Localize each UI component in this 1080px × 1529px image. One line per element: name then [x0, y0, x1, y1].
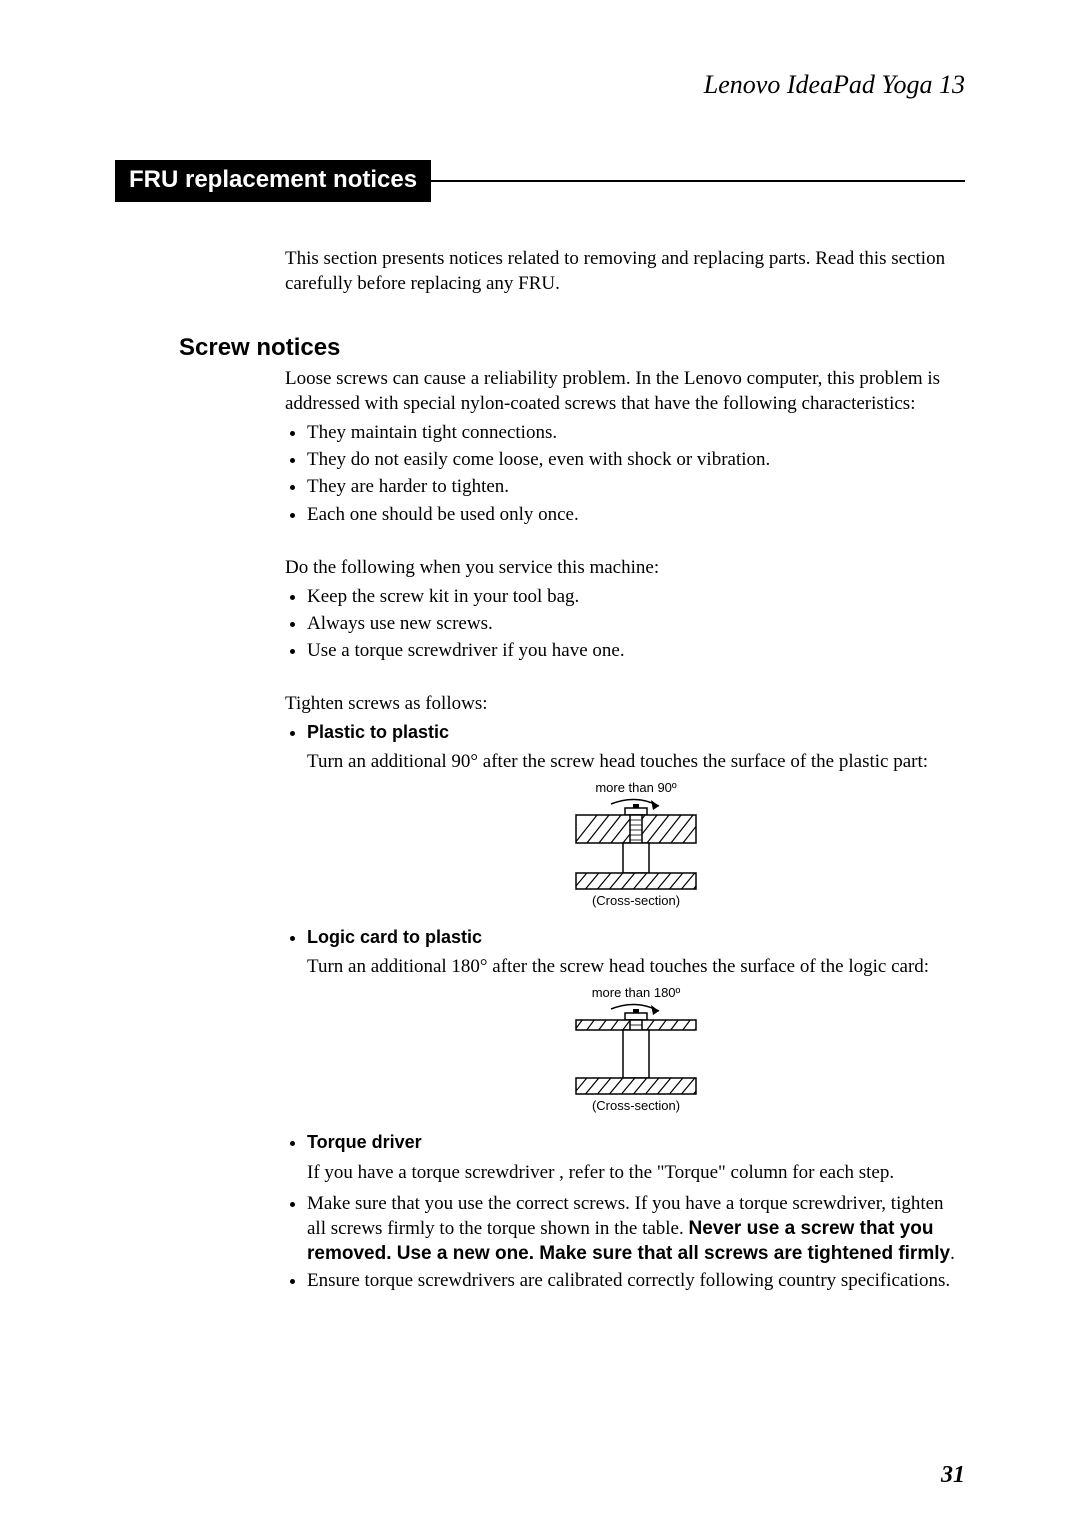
- diagram-bottom-caption: (Cross-section): [592, 1098, 680, 1113]
- tighten-items: Plastic to plastic Turn an additional 90…: [285, 720, 965, 1293]
- tighten-item-plastic: Plastic to plastic Turn an additional 90…: [307, 720, 965, 917]
- tighten-lead: Tighten screws as follows:: [285, 691, 965, 716]
- service-lead: Do the following when you service this m…: [285, 555, 965, 580]
- lead-paragraph: Loose screws can cause a reliability pro…: [285, 366, 965, 416]
- cross-section-diagram-icon: more than 180º: [541, 985, 731, 1115]
- trailing-pre: Ensure torque screwdrivers are calibrate…: [307, 1270, 950, 1291]
- service-list: Keep the screw kit in your tool bag. Alw…: [285, 584, 965, 663]
- section-intro: This section presents notices related to…: [285, 246, 965, 296]
- diagram-logic: more than 180º: [307, 985, 965, 1122]
- item-label: Logic card to plastic: [307, 927, 482, 947]
- page: Lenovo IdeaPad Yoga 13 FRU replacement n…: [0, 0, 1080, 1529]
- diagram-plastic: more than 90º: [307, 780, 965, 917]
- trailing-post: .: [950, 1243, 955, 1264]
- list-item: They are harder to tighten.: [307, 474, 965, 499]
- item-label: Plastic to plastic: [307, 722, 449, 742]
- list-item: Keep the screw kit in your tool bag.: [307, 584, 965, 609]
- tighten-item-torque: Torque driver If you have a torque screw…: [307, 1130, 965, 1184]
- section-title: FRU replacement notices: [115, 160, 431, 202]
- list-item: Use a torque screwdriver if you have one…: [307, 638, 965, 663]
- diagram-top-caption: more than 90º: [595, 780, 677, 795]
- item-desc: If you have a torque screwdriver , refer…: [307, 1160, 965, 1185]
- list-item: They maintain tight connections.: [307, 420, 965, 445]
- item-desc: Turn an additional 180° after the screw …: [307, 954, 965, 979]
- section-rule: [431, 180, 965, 182]
- tighten-item-logic: Logic card to plastic Turn an additional…: [307, 925, 965, 1122]
- page-number: 31: [941, 1462, 965, 1489]
- item-label: Torque driver: [307, 1132, 422, 1152]
- cross-section-diagram-icon: more than 90º: [541, 780, 731, 910]
- section-heading-bar: FRU replacement notices: [115, 160, 965, 202]
- trailing-bullet: Make sure that you use the correct screw…: [307, 1191, 965, 1266]
- diagram-top-caption: more than 180º: [592, 985, 681, 1000]
- trailing-bullet: Ensure torque screwdrivers are calibrate…: [307, 1268, 965, 1293]
- running-header: Lenovo IdeaPad Yoga 13: [115, 70, 965, 100]
- subsection-title: Screw notices: [179, 334, 965, 362]
- characteristics-list: They maintain tight connections. They do…: [285, 420, 965, 526]
- list-item: Always use new screws.: [307, 611, 965, 636]
- body-block: Loose screws can cause a reliability pro…: [285, 366, 965, 1293]
- list-item: Each one should be used only once.: [307, 502, 965, 527]
- list-item: They do not easily come loose, even with…: [307, 447, 965, 472]
- item-desc: Turn an additional 90° after the screw h…: [307, 749, 965, 774]
- diagram-bottom-caption: (Cross-section): [592, 893, 680, 908]
